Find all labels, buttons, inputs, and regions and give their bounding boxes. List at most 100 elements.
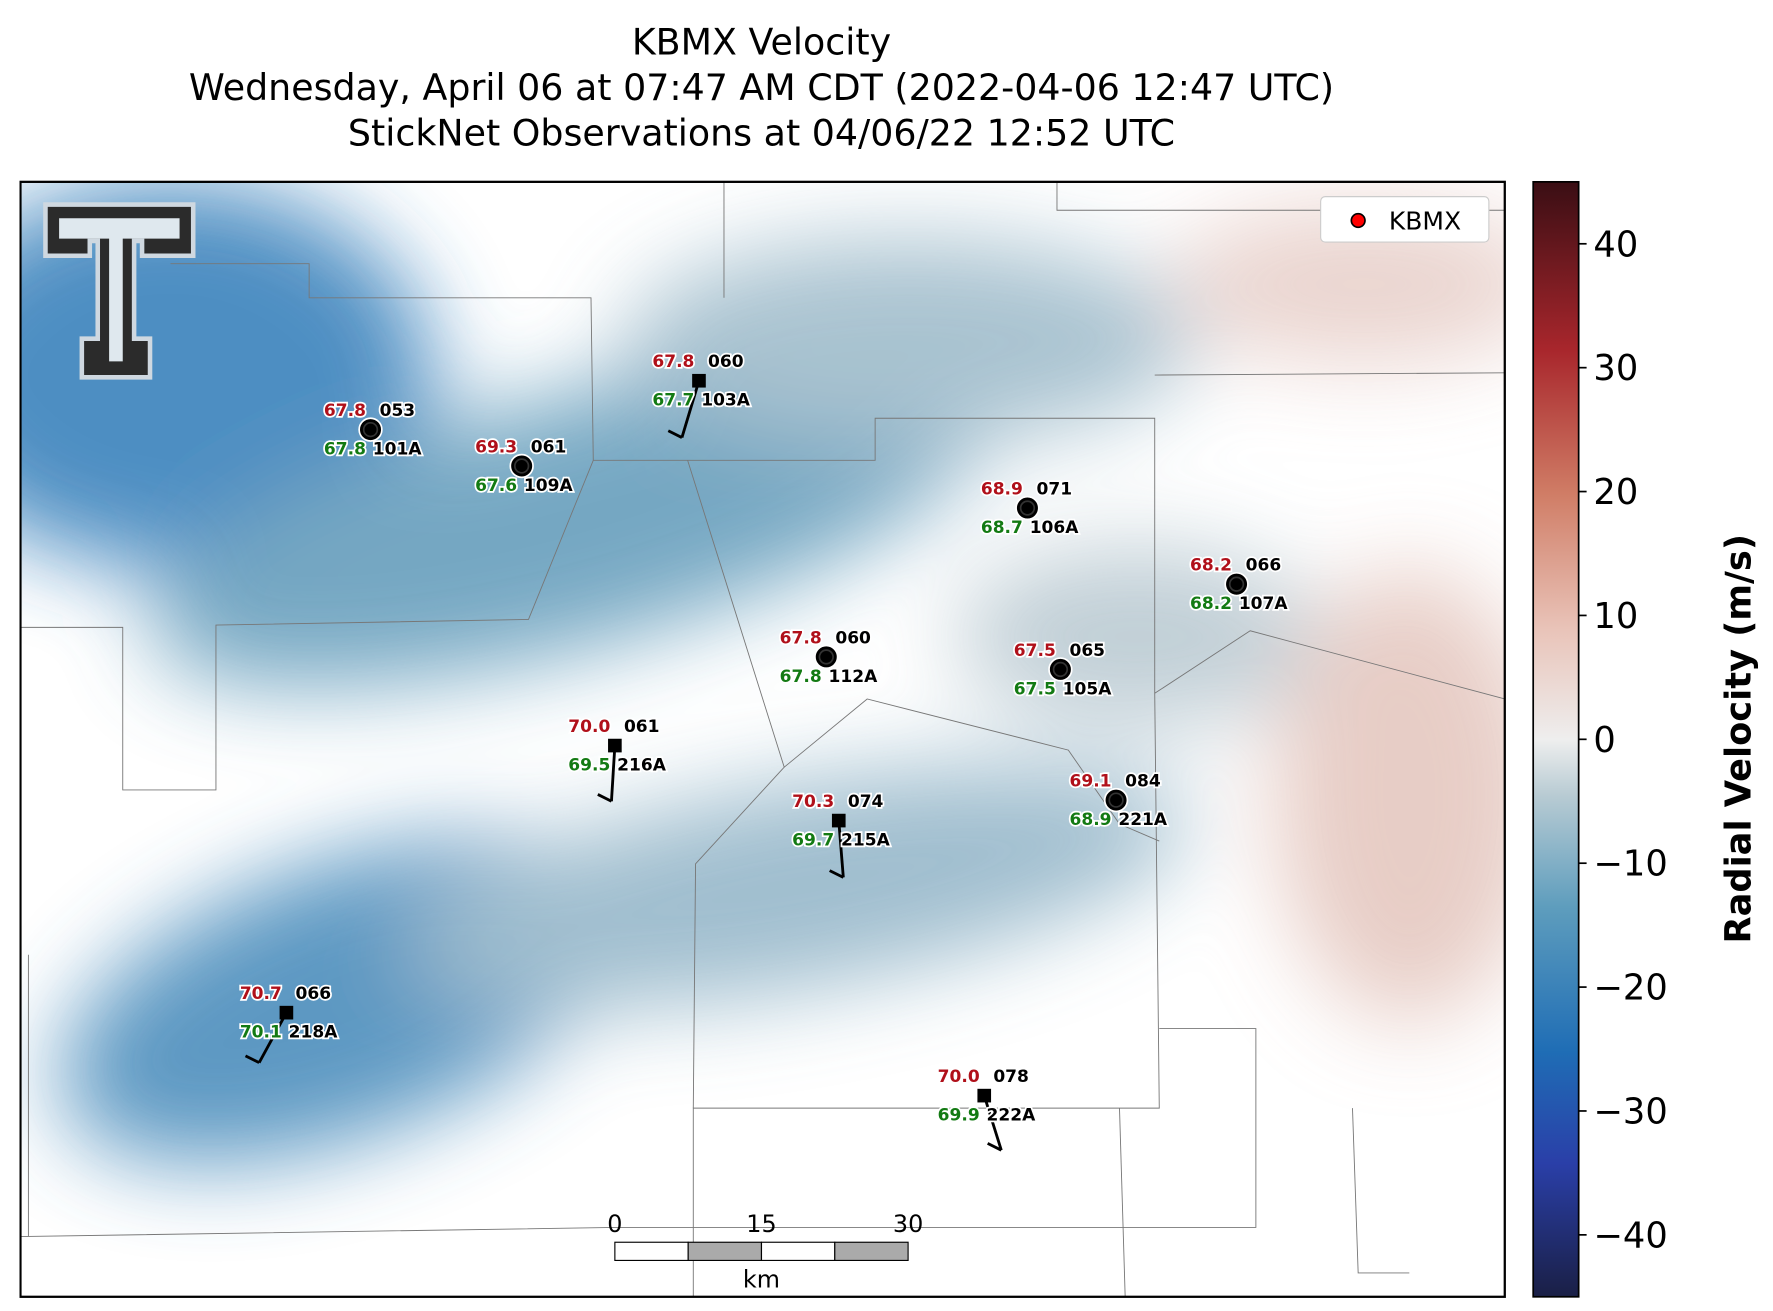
- scalebar-segment: [614, 1241, 689, 1261]
- station-id: 216A: [617, 756, 667, 776]
- wind-barb-flag: [829, 869, 844, 879]
- colorbar-tick-label: −20: [1593, 968, 1667, 1009]
- wind-barb-flag: [987, 1142, 1002, 1152]
- scalebar-segment: [760, 1241, 836, 1261]
- dewpoint: 67.6: [475, 476, 517, 496]
- station-code: 061: [624, 717, 660, 737]
- station-marker: [509, 453, 534, 479]
- station-marker: [1103, 787, 1129, 813]
- dewpoint: 67.5: [1014, 679, 1056, 699]
- colorbar-tick-label: 40: [1593, 224, 1638, 265]
- wind-barb: [610, 745, 617, 802]
- dewpoint: 69.7: [792, 831, 834, 851]
- colorbar-tick-label: 0: [1593, 720, 1615, 761]
- station-id: 103A: [701, 391, 751, 411]
- station-marker: [1048, 657, 1073, 682]
- wind-barb: [837, 820, 845, 878]
- station: 69.1 084 68.9 221A: [1068, 770, 1170, 832]
- station-code: 084: [1125, 771, 1161, 791]
- title-line: KBMX Velocity: [632, 21, 891, 64]
- station-marker-ring: [362, 421, 379, 438]
- station: 67.5 065 67.5 105A: [1012, 639, 1114, 701]
- temperature: 68.9: [981, 479, 1023, 499]
- station-id: 221A: [1118, 810, 1168, 830]
- station-id: 215A: [841, 831, 891, 851]
- station-id: 109A: [524, 476, 574, 496]
- colorbar-tick-label: 20: [1593, 472, 1638, 513]
- station: 68.9 071 68.7 106A: [979, 478, 1081, 540]
- station-code: 078: [993, 1067, 1029, 1087]
- station-marker: [692, 373, 706, 388]
- station-marker-ring: [1052, 661, 1069, 678]
- wind-barb: [680, 380, 701, 438]
- station-code: 066: [1246, 556, 1282, 576]
- station-code: 060: [835, 628, 871, 648]
- temperature: 67.8: [780, 628, 822, 648]
- station-marker-ring: [818, 649, 834, 665]
- station-marker: [977, 1088, 992, 1103]
- map-frame: [19, 180, 1506, 1298]
- temperature: 70.0: [938, 1067, 980, 1087]
- station-id: 107A: [1239, 594, 1289, 614]
- temperature: 68.2: [1190, 556, 1232, 576]
- dewpoint: 68.7: [981, 518, 1023, 538]
- scalebar-tick-label: 15: [746, 1210, 776, 1238]
- temperature: 67.5: [1014, 641, 1056, 661]
- station-code: 071: [1037, 479, 1073, 499]
- temperature: 70.0: [568, 717, 610, 737]
- station-code: 074: [848, 792, 884, 812]
- wind-barb-flag: [244, 1054, 260, 1064]
- radar-map: [20, 181, 1505, 1297]
- dewpoint: 67.7: [652, 391, 694, 411]
- station-id: 222A: [987, 1106, 1037, 1126]
- station-marker: [608, 738, 622, 753]
- dewpoint: 70.1: [240, 1023, 282, 1043]
- station-code: 066: [296, 984, 332, 1004]
- station-marker: [279, 1005, 294, 1020]
- station: 70.0 078 69.9 222A: [936, 1065, 1038, 1152]
- temperature: 67.8: [324, 401, 366, 421]
- dewpoint: 67.8: [780, 667, 822, 687]
- station: 67.8 060 67.7 103A: [651, 350, 753, 439]
- temperature: 70.7: [240, 984, 282, 1004]
- wind-barb-flag: [597, 793, 613, 803]
- title-line: Wednesday, April 06 at 07:47 AM CDT (202…: [189, 66, 1334, 109]
- temperature: 69.1: [1070, 771, 1112, 791]
- station: 69.3 061 67.6 109A: [473, 436, 575, 498]
- station-id: 105A: [1063, 679, 1113, 699]
- station-marker-ring: [1019, 500, 1036, 516]
- station: 70.3 074 69.7 215A: [790, 790, 892, 879]
- radar-echoes: [20, 181, 1505, 1164]
- wind-barb: [982, 1095, 1003, 1151]
- station-marker-ring: [1108, 792, 1124, 808]
- colorbar-tick-label: −40: [1593, 1215, 1667, 1256]
- legend-label: KBMX: [1389, 207, 1461, 236]
- legend-marker: [1350, 212, 1366, 229]
- temperature: 70.3: [792, 792, 834, 812]
- colorbar: [1532, 180, 1580, 1298]
- station-code: 061: [531, 437, 567, 457]
- dewpoint: 69.5: [568, 756, 610, 776]
- station-id: 106A: [1030, 518, 1080, 538]
- wind-barb: [257, 1011, 288, 1064]
- temperature: 69.3: [475, 437, 517, 457]
- dewpoint: 68.9: [1070, 810, 1112, 830]
- scalebar-tick-label: 30: [893, 1210, 923, 1238]
- station-id: 112A: [829, 667, 879, 687]
- station: 67.8 053 67.8 101A: [322, 399, 424, 461]
- scalebar-segment: [834, 1241, 909, 1261]
- scalebar-segment: [687, 1241, 763, 1261]
- legend: KBMX: [1320, 196, 1490, 243]
- station: 67.8 060 67.8 112A: [778, 627, 880, 689]
- station-marker: [831, 813, 846, 828]
- station-marker: [1224, 571, 1249, 597]
- station-id: 218A: [289, 1023, 339, 1043]
- colorbar-tick-label: −10: [1593, 844, 1667, 885]
- county-lines: [20, 181, 1505, 1297]
- wind-barb-flag: [667, 429, 683, 439]
- station-marker-ring: [1228, 576, 1245, 592]
- scalebar-unit: km: [743, 1266, 780, 1294]
- station-code: 065: [1069, 641, 1105, 661]
- colorbar-tick-label: 30: [1593, 348, 1638, 389]
